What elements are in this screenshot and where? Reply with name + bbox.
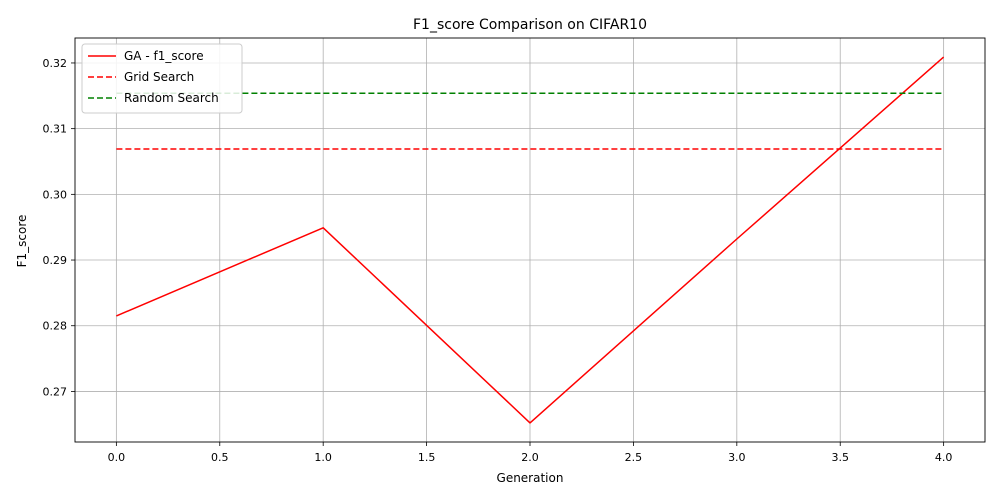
chart-title: F1_score Comparison on CIFAR10 bbox=[413, 17, 647, 33]
legend-label: Random Search bbox=[124, 91, 219, 105]
x-tick-label: 4.0 bbox=[935, 451, 953, 464]
legend-label: GA - f1_score bbox=[124, 49, 204, 63]
x-tick-label: 3.5 bbox=[831, 451, 849, 464]
y-tick-label: 0.28 bbox=[43, 320, 68, 333]
series-lines bbox=[116, 56, 945, 424]
series-line-1 bbox=[116, 56, 945, 424]
x-tick-label: 2.0 bbox=[521, 451, 539, 464]
x-axis-ticks: 0.0 0.5 1.0 1.5 2.0 2.5 3.0 3.5 4.0 bbox=[108, 442, 953, 464]
y-axis-ticks: 0.27 0.28 0.29 0.30 0.31 0.32 bbox=[43, 57, 75, 398]
legend-label: Grid Search bbox=[124, 70, 194, 84]
x-tick-label: 0.0 bbox=[108, 451, 126, 464]
x-tick-label: 2.5 bbox=[625, 451, 643, 464]
x-tick-label: 0.5 bbox=[211, 451, 229, 464]
y-tick-label: 0.31 bbox=[43, 123, 68, 136]
y-axis-label: F1_score bbox=[15, 215, 29, 268]
y-tick-label: 0.27 bbox=[43, 385, 68, 398]
legend: GA - f1_score Grid Search Random Search bbox=[81, 43, 243, 114]
legend-box bbox=[81, 43, 243, 114]
x-tick-label: 1.5 bbox=[418, 451, 436, 464]
grid bbox=[75, 38, 985, 442]
y-tick-label: 0.32 bbox=[43, 57, 68, 70]
x-axis-label: Generation bbox=[497, 471, 564, 485]
y-tick-label: 0.29 bbox=[43, 254, 68, 267]
x-tick-label: 1.0 bbox=[314, 451, 332, 464]
x-tick-label: 3.0 bbox=[728, 451, 746, 464]
y-tick-label: 0.30 bbox=[43, 188, 68, 201]
